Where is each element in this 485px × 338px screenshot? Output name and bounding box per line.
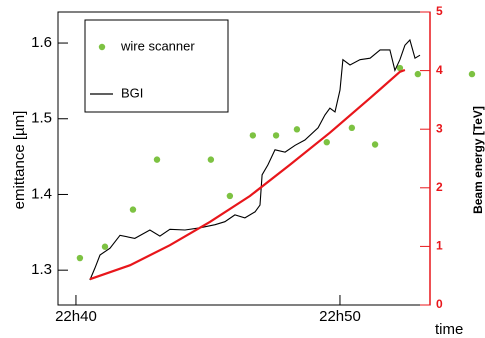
y2-tick-label: 5 (436, 4, 443, 18)
wire-scanner-point (129, 206, 137, 213)
wire-scanner-point (226, 192, 234, 200)
wire-scanner-point (293, 126, 301, 133)
wire-scanner-point (101, 243, 109, 250)
x-tick-label: 22h50 (319, 308, 361, 325)
y2-tick-label: 3 (436, 121, 443, 135)
wire-scanner-point (76, 254, 84, 262)
series-line (89, 68, 406, 281)
y-tick-label: 1.5 (31, 110, 52, 127)
y-tick-label: 1.3 (31, 261, 52, 278)
wire-scanner-point (396, 64, 404, 72)
wire-scanner-point (348, 124, 356, 132)
y-axis-label: emittance [µm] (11, 111, 28, 210)
wire-scanner-point (153, 156, 161, 163)
wire-scanner-point (249, 132, 257, 139)
x-axis-label: time (435, 321, 463, 338)
y-tick-label: 1.6 (31, 34, 52, 51)
x-tick-label: 22h40 (55, 308, 97, 325)
wire-scanner-point (468, 70, 476, 78)
legend-label: wire scanner (120, 38, 195, 53)
legend-marker (98, 43, 106, 51)
y2-tick-label: 2 (436, 180, 443, 194)
y2-axis-label: Beam energy [TeV] (471, 106, 485, 214)
y2-tick-label: 1 (436, 239, 443, 253)
y-tick-label: 1.4 (31, 185, 52, 202)
wire-scanner-point (371, 141, 379, 148)
legend-label: BGI (121, 85, 143, 100)
wire-scanner-point (207, 156, 215, 163)
wire-scanner-point (414, 70, 422, 78)
wire-scanner-point (323, 139, 330, 146)
series-line (89, 38, 421, 281)
y2-tick-label: 0 (436, 297, 443, 311)
y2-tick-label: 4 (436, 63, 443, 77)
legend (84, 19, 229, 113)
wire-scanner-point (272, 132, 280, 139)
